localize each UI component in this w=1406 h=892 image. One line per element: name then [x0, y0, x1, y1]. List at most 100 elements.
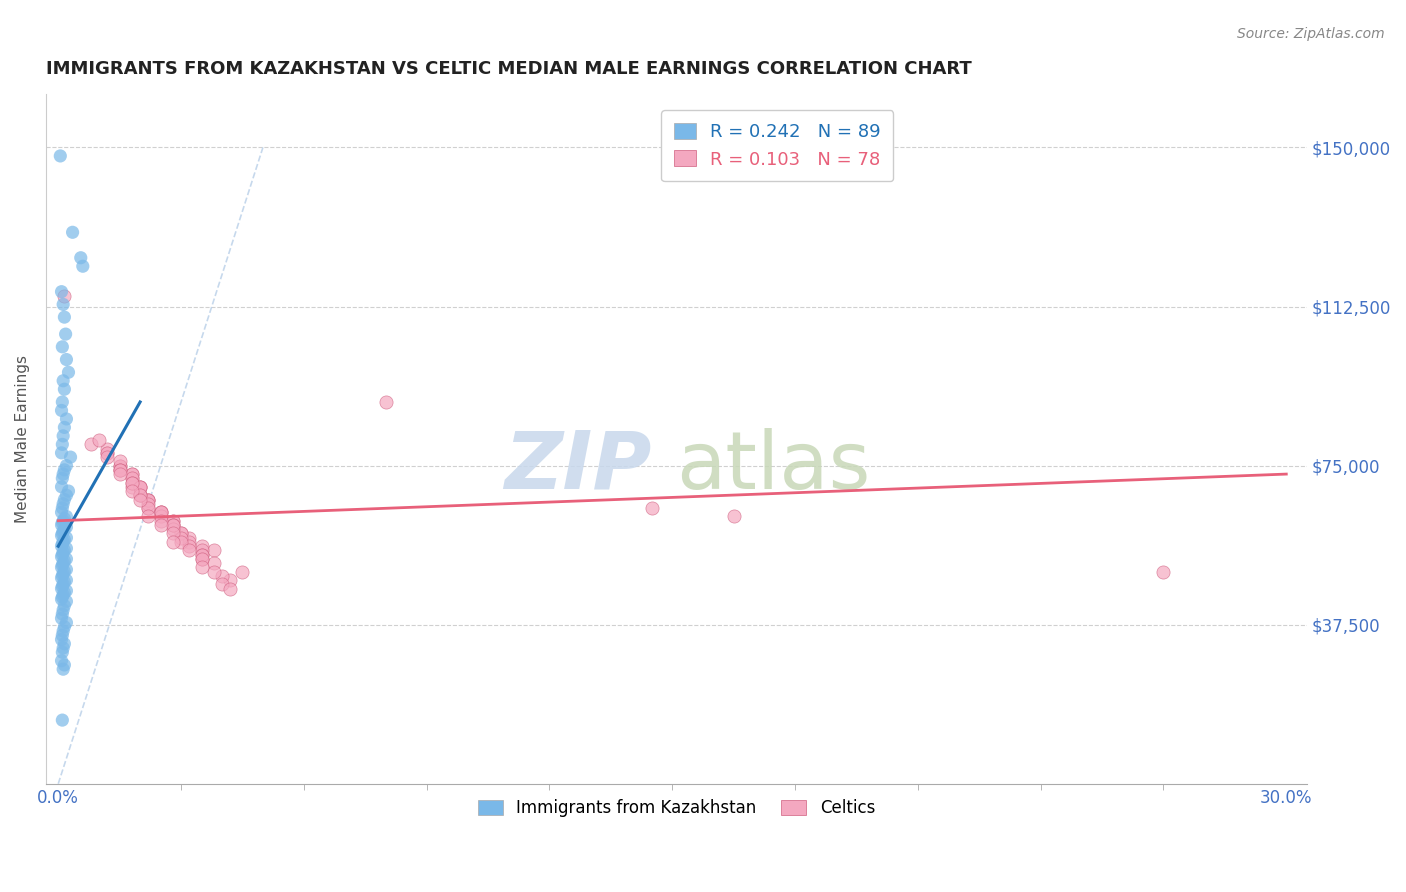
Point — [190, 552, 212, 566]
Point — [58, 484, 80, 499]
Point — [52, 566, 75, 581]
Point — [55, 509, 77, 524]
Point — [53, 310, 76, 325]
Point — [129, 480, 152, 494]
Point — [1153, 565, 1175, 579]
Point — [51, 528, 73, 542]
Point — [55, 352, 77, 367]
Point — [51, 403, 73, 417]
Point — [53, 599, 76, 613]
Point — [55, 488, 77, 502]
Point — [129, 480, 152, 494]
Point — [136, 492, 159, 507]
Point — [162, 514, 184, 528]
Point — [179, 539, 201, 553]
Point — [170, 526, 193, 541]
Point — [219, 582, 242, 596]
Point — [55, 541, 77, 556]
Point — [53, 420, 76, 434]
Point — [52, 545, 75, 559]
Point — [51, 654, 73, 668]
Legend: Immigrants from Kazakhstan, Celtics: Immigrants from Kazakhstan, Celtics — [471, 792, 882, 823]
Point — [53, 492, 76, 507]
Point — [52, 467, 75, 481]
Point — [162, 518, 184, 533]
Point — [53, 382, 76, 396]
Point — [53, 565, 76, 579]
Point — [69, 251, 91, 265]
Point — [641, 501, 664, 516]
Point — [53, 637, 76, 651]
Text: IMMIGRANTS FROM KAZAKHSTAN VS CELTIC MEDIAN MALE EARNINGS CORRELATION CHART: IMMIGRANTS FROM KAZAKHSTAN VS CELTIC MED… — [46, 60, 972, 78]
Point — [136, 501, 159, 516]
Point — [231, 565, 253, 579]
Point — [170, 535, 193, 549]
Point — [53, 463, 76, 477]
Point — [96, 442, 118, 456]
Point — [51, 607, 73, 621]
Point — [51, 571, 73, 585]
Point — [51, 285, 73, 299]
Point — [179, 531, 201, 545]
Point — [149, 514, 172, 528]
Point — [149, 505, 172, 519]
Point — [52, 662, 75, 676]
Point — [51, 569, 73, 583]
Point — [202, 543, 225, 558]
Point — [55, 458, 77, 473]
Point — [52, 524, 75, 539]
Point — [149, 505, 172, 519]
Point — [51, 713, 73, 727]
Point — [190, 543, 212, 558]
Point — [52, 497, 75, 511]
Point — [55, 583, 77, 598]
Point — [89, 433, 111, 447]
Point — [211, 569, 233, 583]
Point — [108, 454, 131, 468]
Point — [51, 516, 73, 530]
Point — [170, 526, 193, 541]
Point — [129, 480, 152, 494]
Point — [190, 539, 212, 553]
Point — [170, 531, 193, 545]
Point — [211, 577, 233, 591]
Point — [108, 458, 131, 473]
Point — [136, 509, 159, 524]
Point — [149, 505, 172, 519]
Point — [51, 395, 73, 409]
Point — [202, 565, 225, 579]
Point — [149, 509, 172, 524]
Point — [52, 429, 75, 443]
Point — [202, 556, 225, 570]
Point — [129, 488, 152, 502]
Point — [96, 446, 118, 460]
Point — [55, 573, 77, 587]
Point — [58, 365, 80, 379]
Point — [52, 556, 75, 570]
Point — [96, 450, 118, 464]
Point — [53, 586, 76, 600]
Point — [136, 492, 159, 507]
Point — [51, 592, 73, 607]
Point — [53, 657, 76, 672]
Point — [723, 509, 745, 524]
Point — [51, 579, 73, 593]
Point — [52, 374, 75, 388]
Point — [55, 552, 77, 566]
Point — [72, 259, 94, 273]
Point — [149, 518, 172, 533]
Point — [53, 575, 76, 590]
Point — [55, 562, 77, 576]
Point — [162, 522, 184, 536]
Point — [51, 340, 73, 354]
Point — [190, 560, 212, 574]
Point — [59, 450, 82, 464]
Point — [51, 501, 73, 516]
Point — [52, 624, 75, 638]
Point — [149, 509, 172, 524]
Point — [108, 467, 131, 481]
Point — [129, 488, 152, 502]
Point — [121, 484, 143, 499]
Point — [136, 497, 159, 511]
Point — [108, 458, 131, 473]
